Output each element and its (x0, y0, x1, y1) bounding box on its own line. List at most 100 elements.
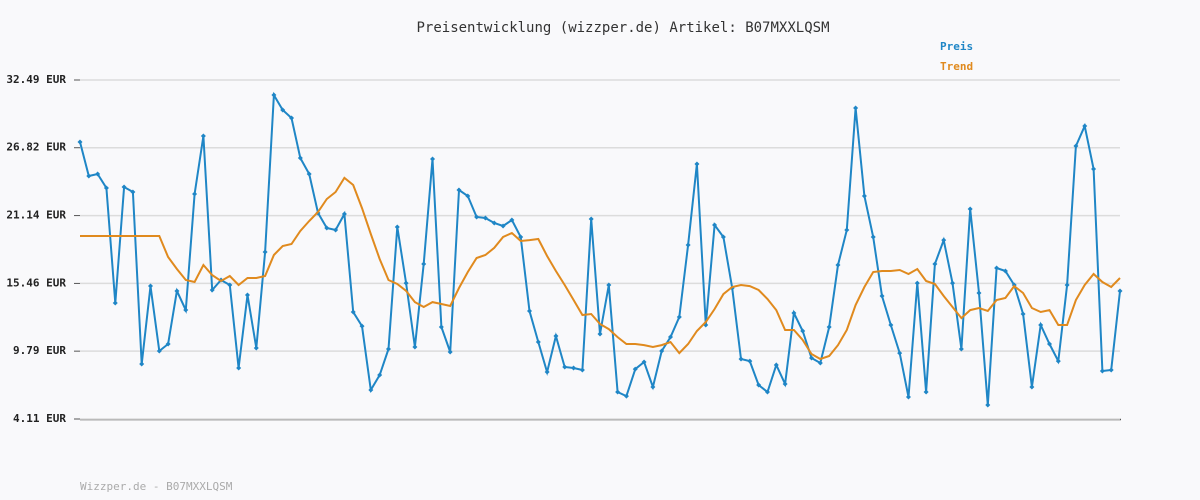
point (941, 237, 947, 243)
point (720, 234, 726, 240)
point (694, 161, 700, 167)
point (333, 227, 339, 233)
point (482, 215, 488, 221)
point (905, 394, 911, 400)
point (967, 206, 973, 212)
line-1 (80, 176, 1121, 361)
point (518, 234, 524, 240)
point (597, 331, 603, 337)
point (791, 310, 797, 316)
point (139, 361, 145, 367)
point (1117, 288, 1123, 294)
point (474, 214, 480, 220)
point (809, 355, 815, 361)
chart-title: Preisentwicklung (wizzper.de) Artikel: B… (416, 20, 829, 36)
point (368, 387, 374, 393)
point (553, 333, 559, 339)
point (1108, 367, 1114, 373)
point (148, 283, 154, 289)
point (641, 359, 647, 365)
point (465, 193, 471, 199)
point (976, 290, 982, 296)
point (914, 280, 920, 286)
point (817, 360, 823, 366)
point (324, 225, 330, 231)
point (77, 139, 83, 145)
point (579, 367, 585, 373)
point (112, 300, 118, 306)
point (1038, 322, 1044, 328)
point (200, 133, 206, 139)
y-tick-label: 9.79 EUR (13, 344, 66, 357)
point (262, 249, 268, 255)
point (835, 262, 841, 268)
point (236, 365, 242, 371)
point (923, 389, 929, 395)
point (897, 350, 903, 356)
point (121, 184, 127, 190)
footer: Wizzper.de - B07MXXLQSM (80, 480, 233, 493)
point (623, 393, 629, 399)
point (888, 322, 894, 328)
point (1029, 384, 1035, 390)
point (685, 242, 691, 248)
y-tick-label: 32.49 EUR (6, 73, 66, 86)
point (950, 280, 956, 286)
point (359, 323, 365, 329)
point (1046, 341, 1052, 347)
point (297, 155, 303, 161)
point (289, 115, 295, 121)
point (800, 328, 806, 334)
point (1099, 368, 1105, 374)
point (1073, 143, 1079, 149)
y-tick-label: 21.14 EUR (6, 209, 66, 222)
point (403, 280, 409, 286)
point (676, 314, 682, 320)
point (412, 344, 418, 350)
point (421, 261, 427, 267)
point (870, 234, 876, 240)
point (280, 107, 286, 113)
point (447, 349, 453, 355)
point (826, 324, 832, 330)
point (377, 372, 383, 378)
point (606, 282, 612, 288)
point (394, 224, 400, 230)
point (438, 324, 444, 330)
point (668, 334, 674, 340)
point (861, 193, 867, 199)
point (244, 292, 250, 298)
point (738, 356, 744, 362)
point (253, 345, 259, 351)
point (1055, 358, 1061, 364)
point (879, 293, 885, 299)
y-tick-label: 15.46 EUR (6, 276, 66, 289)
point (588, 216, 594, 222)
legend-entry: Preis (940, 40, 973, 53)
point (271, 92, 277, 98)
point (747, 358, 753, 364)
point (712, 222, 718, 228)
point (571, 365, 577, 371)
point (562, 364, 568, 370)
point (932, 261, 938, 267)
y-tick-label: 26.82 EUR (6, 141, 66, 154)
point (535, 339, 541, 345)
point (853, 105, 859, 111)
point (659, 348, 665, 354)
point (1082, 123, 1088, 129)
point (650, 384, 656, 390)
point (1020, 311, 1026, 317)
point (764, 389, 770, 395)
point (500, 223, 506, 229)
legend-entry: Trend (940, 60, 973, 73)
point (103, 185, 109, 191)
point (341, 211, 347, 217)
point (227, 282, 233, 288)
point (350, 309, 356, 315)
line-0 (79, 91, 1121, 406)
point (632, 366, 638, 372)
point (756, 382, 762, 388)
